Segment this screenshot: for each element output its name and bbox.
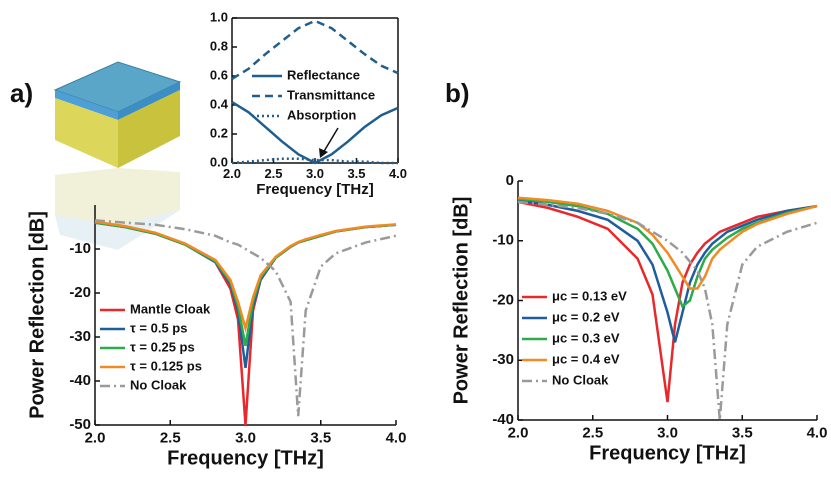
series-line	[517, 196, 818, 290]
x-tick-label: 3.5	[347, 166, 365, 181]
x-tick-label: 3.5	[732, 424, 753, 441]
legend-label: μc = 0.3 eV	[552, 330, 620, 345]
series-line	[517, 200, 818, 403]
x-tick-label: 2.0	[223, 166, 241, 181]
legend-label: τ = 0.25 ps	[130, 339, 195, 354]
legend-label: Mantle Cloak	[130, 301, 211, 316]
legend-label: μc = 0.13 eV	[552, 288, 627, 303]
legend-label: Absorption	[287, 107, 356, 122]
y-tick-label: -20	[492, 291, 514, 308]
legend-label: No Cloak	[130, 377, 187, 392]
x-axis-title: Frequency [THz]	[589, 442, 746, 464]
legend-label: μc = 0.4 eV	[552, 351, 620, 366]
x-tick-label: 3.0	[657, 424, 678, 441]
y-tick-label: -50	[69, 416, 91, 433]
y-tick-label: 0.4	[210, 96, 229, 111]
cube-illustration	[53, 61, 182, 250]
series-line	[517, 197, 818, 309]
x-tick-label: 2.5	[160, 429, 181, 446]
series-line	[517, 198, 818, 343]
panel-label: a)	[10, 78, 33, 108]
x-tick-label: 2.0	[85, 429, 106, 446]
y-axis-title: Power Reflection [dB]	[26, 211, 48, 419]
y-tick-label: -20	[69, 284, 91, 301]
x-tick-label: 3.5	[310, 429, 331, 446]
x-tick-label: 4.0	[389, 166, 407, 181]
y-tick-label: 0.8	[210, 38, 228, 53]
x-axis-title: Frequency [THz]	[256, 181, 374, 198]
x-tick-label: 3.0	[235, 429, 256, 446]
x-tick-label: 2.5	[264, 166, 282, 181]
x-axis-title: Frequency [THz]	[167, 447, 324, 469]
annotation-arrowhead	[319, 148, 328, 158]
x-tick-label: 4.0	[807, 424, 828, 441]
y-tick-label: 0.2	[210, 125, 228, 140]
x-tick-label: 2.0	[508, 424, 529, 441]
y-tick-label: -10	[69, 240, 91, 257]
y-tick-label: -40	[492, 411, 514, 428]
y-tick-label: -40	[69, 372, 91, 389]
y-tick-label: -30	[69, 328, 91, 345]
x-tick-label: 4.0	[386, 429, 407, 446]
legend-label: No Cloak	[552, 372, 609, 387]
y-tick-label: 0.6	[210, 67, 228, 82]
y-tick-label: -30	[492, 351, 514, 368]
panel-label: b)	[445, 78, 470, 108]
x-tick-label: 2.5	[582, 424, 603, 441]
y-tick-label: -10	[492, 232, 514, 249]
legend-label: Transmittance	[287, 87, 375, 102]
legend-label: μc = 0.2 eV	[552, 309, 620, 324]
series-line	[231, 101, 399, 165]
x-tick-label: 3.0	[306, 166, 324, 181]
series-line	[517, 200, 818, 421]
y-tick-label: 1.0	[210, 9, 228, 24]
series-line	[94, 220, 397, 334]
series-line	[94, 219, 397, 417]
y-tick-label: 0.0	[210, 154, 228, 169]
y-tick-label: 0	[506, 172, 514, 189]
y-axis-title: Power Reflection [dB]	[450, 197, 472, 405]
legend-label: τ = 0.125 ps	[130, 358, 202, 373]
legend-label: τ = 0.5 ps	[130, 320, 187, 335]
annotation-arrow	[322, 127, 339, 154]
legend-label: Reflectance	[287, 67, 360, 82]
